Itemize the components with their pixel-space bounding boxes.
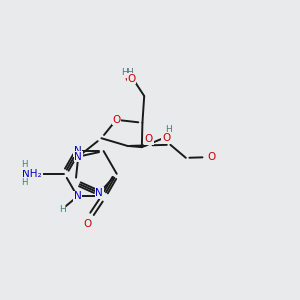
Text: O: O xyxy=(83,219,92,229)
Text: O: O xyxy=(162,133,170,143)
Text: O: O xyxy=(124,74,133,84)
Text: H: H xyxy=(58,205,65,214)
Text: O: O xyxy=(145,134,153,144)
Text: H: H xyxy=(165,125,172,134)
Text: O: O xyxy=(112,115,120,125)
Text: H: H xyxy=(121,68,128,77)
Text: H: H xyxy=(22,178,28,187)
Text: H: H xyxy=(22,160,28,169)
Text: O: O xyxy=(127,74,136,84)
Text: O: O xyxy=(208,152,216,162)
Text: N: N xyxy=(74,146,81,156)
Text: H: H xyxy=(127,68,133,77)
Text: NH₂: NH₂ xyxy=(22,169,42,179)
Text: N: N xyxy=(95,188,103,198)
Text: N: N xyxy=(74,152,82,162)
Text: N: N xyxy=(74,191,81,201)
